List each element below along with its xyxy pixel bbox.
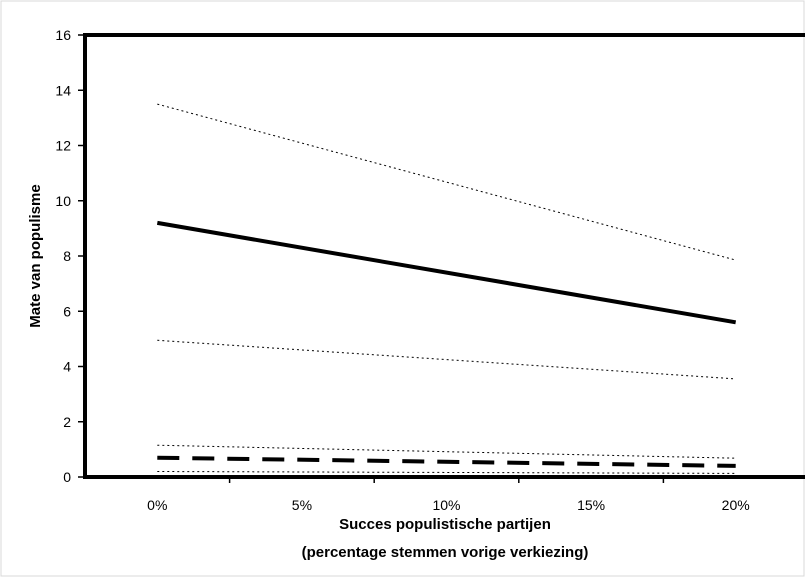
series-line-1	[156, 220, 737, 325]
y-tick-label: 4	[63, 359, 71, 375]
series-line-4	[157, 455, 736, 468]
y-axis: 0 2 4 6 8 10 12 14 16	[55, 27, 85, 485]
x-tick-label: 20%	[722, 497, 750, 513]
y-tick-label: 2	[63, 414, 71, 430]
y-tick-label: 16	[55, 27, 71, 43]
x-tick-label: 5%	[292, 497, 312, 513]
series-line-3	[157, 339, 736, 380]
x-axis-label-line2: (percentage stemmen vorige verkiezing)	[302, 544, 589, 561]
series-line-6	[157, 471, 736, 474]
y-tick-label: 6	[63, 303, 71, 319]
y-tick-label: 14	[55, 82, 71, 98]
x-tick-label: 0%	[147, 497, 167, 513]
x-tick-label: 15%	[577, 497, 605, 513]
x-tick-label: 10%	[432, 497, 460, 513]
x-axis: 0% 5% 10% 15% 20%	[147, 477, 750, 513]
series-group	[156, 103, 737, 474]
y-tick-label: 0	[63, 469, 71, 485]
y-tick-label: 10	[55, 193, 71, 209]
y-tick-label: 12	[55, 138, 71, 154]
x-axis-label-line1: Succes populistische partijen	[339, 516, 551, 533]
y-tick-label: 8	[63, 248, 71, 264]
y-axis-label: Mate van populisme	[27, 184, 44, 327]
series-line-5	[157, 444, 736, 459]
